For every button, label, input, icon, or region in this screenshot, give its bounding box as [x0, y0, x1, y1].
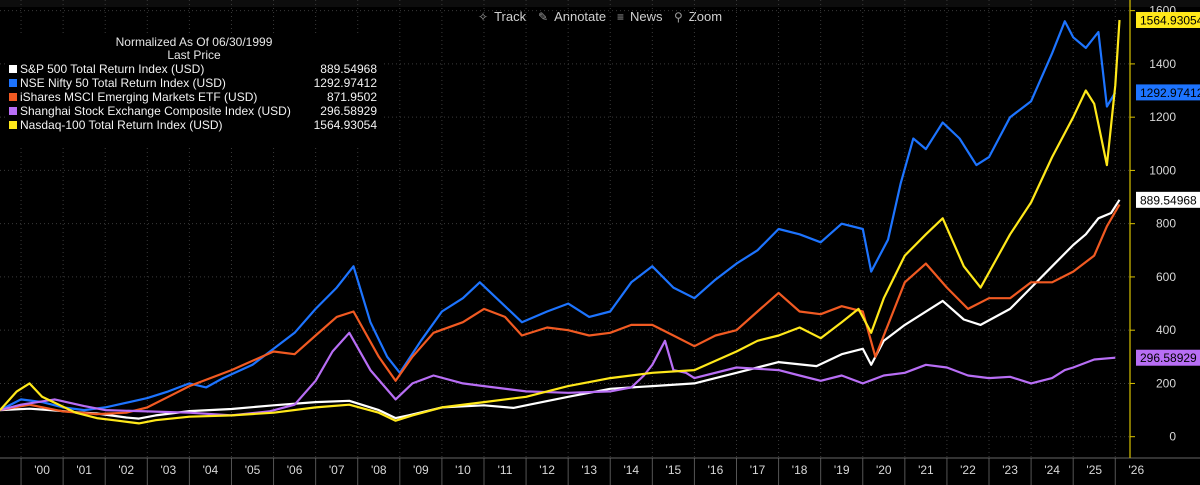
- x-tick-label: '23: [1002, 463, 1018, 477]
- y-tick-label: 400: [1156, 323, 1176, 337]
- x-tick-label: '21: [918, 463, 934, 477]
- legend-row-shanghai[interactable]: Shanghai Stock Exchange Composite Index …: [5, 104, 383, 118]
- legend-swatch: [9, 93, 17, 101]
- last-price-tag: [1136, 11, 1200, 28]
- x-tick-label: '19: [834, 463, 850, 477]
- track-button[interactable]: ✧ Track: [478, 9, 526, 24]
- x-tick-label: '00: [34, 463, 50, 477]
- y-tick-label: 600: [1156, 270, 1176, 284]
- legend-series-name: Shanghai Stock Exchange Composite Index …: [20, 104, 291, 118]
- last-price-tag-label: 1292.97412: [1140, 86, 1200, 100]
- legend-row-eem[interactable]: iShares MSCI Emerging Markets ETF (USD) …: [5, 90, 383, 104]
- zoom-label: Zoom: [688, 9, 723, 24]
- crosshair-icon: ✧: [478, 10, 489, 24]
- legend-last-price: 871.9502: [326, 90, 377, 104]
- x-tick-label: '14: [623, 463, 639, 477]
- x-tick-label: '25: [1086, 463, 1102, 477]
- legend-series-name: S&P 500 Total Return Index (USD): [20, 62, 205, 76]
- x-tick-label: '02: [118, 463, 134, 477]
- pencil-icon: ✎: [538, 10, 549, 24]
- last-price-tag-label: 889.54968: [1140, 193, 1197, 207]
- x-tick-label: '22: [960, 463, 976, 477]
- legend-title: Normalized As Of 06/30/1999: [115, 35, 273, 49]
- magnifier-icon: ⚲: [674, 10, 683, 24]
- legend-swatch: [9, 107, 17, 115]
- series-line-2: [0, 203, 1121, 416]
- x-tick-label: '10: [455, 463, 471, 477]
- legend-series-name: Nasdaq-100 Total Return Index (USD): [20, 118, 223, 132]
- x-tick-label: '08: [371, 463, 387, 477]
- series-line-1: [0, 20, 1117, 412]
- x-tick-label: '18: [792, 463, 808, 477]
- zoom-button[interactable]: ⚲ Zoom: [674, 9, 722, 24]
- last-price-tag: [1136, 349, 1200, 366]
- x-tick-label: '17: [750, 463, 766, 477]
- y-tick-label: 1400: [1149, 57, 1176, 71]
- news-button[interactable]: ≡ News: [617, 9, 663, 24]
- annotate-label: Annotate: [554, 9, 607, 24]
- top-menu-strip: [0, 0, 1200, 7]
- y-tick-label: 800: [1156, 217, 1176, 231]
- x-tick-label: '20: [876, 463, 892, 477]
- y-tick-label: 1200: [1149, 110, 1176, 124]
- chart-toolbar: ✧ Track ✎ Annotate ≡ News ⚲ Zoom: [0, 7, 1130, 27]
- x-tick-label: '13: [581, 463, 597, 477]
- last-price-tag-label: 296.58929: [1140, 351, 1197, 365]
- x-tick-label: '03: [161, 463, 177, 477]
- legend-last-price: 1564.93054: [313, 118, 377, 132]
- y-tick-label: 1000: [1149, 163, 1176, 177]
- legend-last-price: 889.54968: [320, 62, 377, 76]
- y-tick-label: 0: [1169, 430, 1176, 444]
- last-price-tag: [1136, 84, 1200, 101]
- last-price-tag-label: 1564.93054: [1140, 13, 1200, 27]
- legend-row-nifty50[interactable]: NSE Nifty 50 Total Return Index (USD) 12…: [5, 76, 383, 90]
- series-line-0: [0, 199, 1121, 420]
- legend-row-nasdaq100[interactable]: Nasdaq-100 Total Return Index (USD) 1564…: [5, 118, 383, 132]
- legend-swatch: [9, 65, 17, 73]
- legend-last-price: 296.58929: [320, 104, 377, 118]
- x-tick-label: '11: [498, 463, 513, 477]
- x-tick-label: '04: [203, 463, 219, 477]
- track-label: Track: [494, 9, 527, 24]
- x-tick-label: '01: [76, 463, 92, 477]
- x-tick-label: '26: [1128, 463, 1144, 477]
- x-tick-label: '15: [666, 463, 682, 477]
- legend-swatch: [9, 121, 17, 129]
- x-tick-label: '16: [708, 463, 724, 477]
- x-tick-label: '06: [287, 463, 303, 477]
- annotate-button[interactable]: ✎ Annotate: [538, 9, 606, 24]
- x-tick-label: '09: [413, 463, 429, 477]
- x-tick-label: '05: [245, 463, 261, 477]
- legend-series-name: iShares MSCI Emerging Markets ETF (USD): [20, 90, 258, 104]
- legend-row-sp500[interactable]: S&P 500 Total Return Index (USD) 889.549…: [5, 62, 383, 76]
- x-tick-label: '07: [329, 463, 345, 477]
- legend-subtitle: Last Price: [167, 48, 221, 62]
- y-tick-label: 200: [1156, 376, 1176, 390]
- legend-series-name: NSE Nifty 50 Total Return Index (USD): [20, 76, 226, 90]
- news-label: News: [630, 9, 663, 24]
- legend-swatch: [9, 79, 17, 87]
- series-line-4: [0, 19, 1121, 425]
- last-price-tag: [1136, 191, 1200, 208]
- news-icon: ≡: [617, 10, 625, 24]
- legend-last-price: 1292.97412: [313, 76, 377, 90]
- chart-legend: Normalized As Of 06/30/1999 Last Price S…: [5, 36, 383, 146]
- series-line-3: [0, 331, 1116, 417]
- x-tick-label: '24: [1044, 463, 1060, 477]
- x-tick-label: '12: [539, 463, 555, 477]
